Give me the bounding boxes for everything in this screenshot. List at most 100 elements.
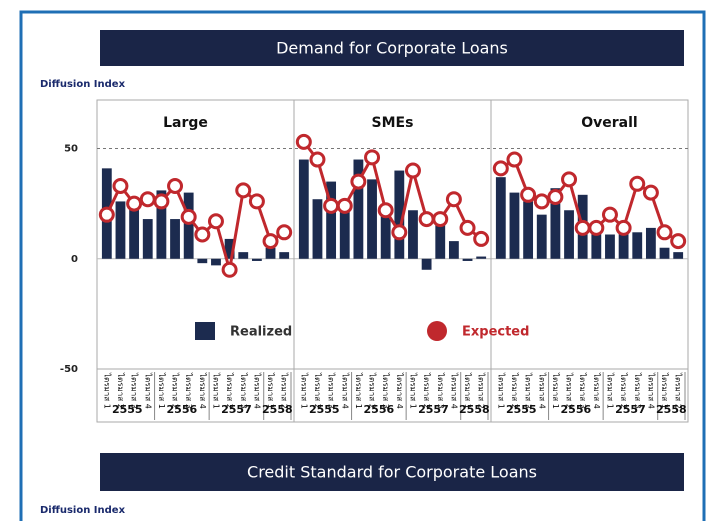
point — [221, 261, 238, 278]
bar — [224, 238, 235, 259]
bar — [632, 232, 643, 259]
bar — [495, 177, 506, 259]
x-tick-label: ไตรมาส 4 — [340, 372, 349, 409]
bar — [550, 188, 561, 259]
bar — [312, 199, 323, 259]
year-label: 2557 — [418, 403, 449, 416]
bar — [251, 258, 262, 261]
x-tick-label: ไตรมาส 3 — [436, 372, 445, 409]
x-tick-label: ไตรมาส 3 — [381, 372, 390, 409]
x-tick-label: ไตรมาส 4 — [537, 372, 546, 409]
bar — [605, 234, 615, 259]
point — [248, 193, 265, 210]
point — [364, 149, 381, 166]
point — [323, 197, 340, 214]
chart-title: Demand for Corporate Loans — [276, 39, 508, 58]
point — [295, 133, 312, 150]
bar — [408, 210, 418, 259]
x-tick-label: ไตรมาส 1 — [157, 372, 166, 409]
x-tick-label: ไตรมาส 4 — [646, 372, 655, 409]
x-tick-label: ไตรมาส 3 — [578, 372, 587, 409]
bar — [142, 219, 153, 259]
x-tick-label: ไตรมาส 2 — [510, 372, 519, 409]
x-tick-label: ไตรมาส 2 — [171, 372, 180, 409]
point — [98, 206, 115, 223]
point — [670, 233, 687, 250]
bar — [394, 170, 405, 259]
bar — [591, 232, 602, 259]
bar — [564, 210, 574, 259]
point — [656, 224, 673, 241]
x-tick-label: ไตรมาส 4 — [198, 372, 207, 409]
point — [520, 186, 537, 203]
point — [180, 208, 197, 225]
x-tick-label: ไตรมาส 1 — [496, 372, 505, 409]
y-tick-label: 0 — [71, 254, 78, 265]
bar — [421, 258, 432, 270]
year-label: 2557 — [221, 403, 252, 416]
x-tick-label: ไตรมาส 1 — [102, 372, 111, 409]
x-tick-label: ไตรมาส 1 — [299, 372, 308, 409]
x-tick-label: ไตรมาส 2 — [313, 372, 322, 409]
x-tick-label: ไตรมาส 2 — [477, 372, 486, 409]
point — [309, 151, 326, 168]
point — [350, 173, 367, 190]
x-tick-label: ไตรมาส 1 — [354, 372, 363, 409]
x-tick-label: ไตรมาส 3 — [130, 372, 139, 409]
y-tick-label: 50 — [64, 144, 78, 155]
legend-label: Realized — [230, 325, 292, 340]
point — [139, 191, 156, 208]
next-y-axis-label: Diffusion Index — [40, 505, 126, 516]
bar — [476, 256, 487, 259]
point — [459, 219, 476, 236]
x-tick-label: ไตรมาส 4 — [143, 372, 152, 409]
point — [588, 219, 605, 236]
next-title: Credit Standard for Corporate Loans — [247, 463, 537, 482]
point — [153, 193, 170, 210]
x-tick-label: ไตรมาส 2 — [368, 372, 377, 409]
bar — [380, 214, 391, 259]
x-tick-label: ไตรมาส 1 — [660, 372, 669, 409]
point — [262, 233, 279, 250]
year-label: 2555 — [112, 403, 143, 416]
year-label: 2558 — [656, 403, 687, 416]
x-tick-label: ไตรมาส 2 — [674, 372, 683, 409]
x-tick-label: ไตรมาส 1 — [266, 372, 275, 409]
bar — [448, 241, 459, 259]
point — [167, 177, 184, 194]
point — [391, 224, 408, 241]
point — [445, 191, 462, 208]
x-tick-label: ไตรมาส 3 — [327, 372, 336, 409]
x-tick-label: ไตรมาส 1 — [605, 372, 614, 409]
panel-title: Overall — [581, 115, 637, 131]
x-tick-label: ไตรมาส 2 — [422, 372, 431, 409]
x-tick-label: ไตรมาส 4 — [395, 372, 404, 409]
point — [615, 219, 632, 236]
point — [126, 195, 143, 212]
bar — [238, 252, 249, 259]
bar — [197, 258, 208, 264]
legend-swatch — [195, 322, 215, 340]
x-tick-label: ไตรมาส 2 — [225, 372, 234, 409]
legend-swatch — [427, 321, 447, 341]
panel-title: Large — [163, 115, 208, 131]
bar — [536, 214, 547, 259]
x-tick-label: ไตรมาส 1 — [463, 372, 472, 409]
year-label: 2555 — [506, 403, 537, 416]
bar — [462, 258, 473, 261]
bar — [353, 159, 364, 259]
x-tick-label: ไตรมาส 4 — [449, 372, 458, 409]
frame — [19, 10, 706, 521]
point — [404, 162, 421, 179]
bar — [170, 219, 180, 259]
point — [561, 171, 578, 188]
point — [642, 184, 659, 201]
panel-title: SMEs — [372, 115, 414, 131]
bar — [435, 216, 446, 259]
x-tick-label: ไตรมาส 3 — [184, 372, 193, 409]
x-tick-label: ไตรมาส 4 — [592, 372, 601, 409]
bar — [129, 205, 140, 259]
year-label: 2558 — [459, 403, 490, 416]
year-label: 2557 — [615, 403, 646, 416]
